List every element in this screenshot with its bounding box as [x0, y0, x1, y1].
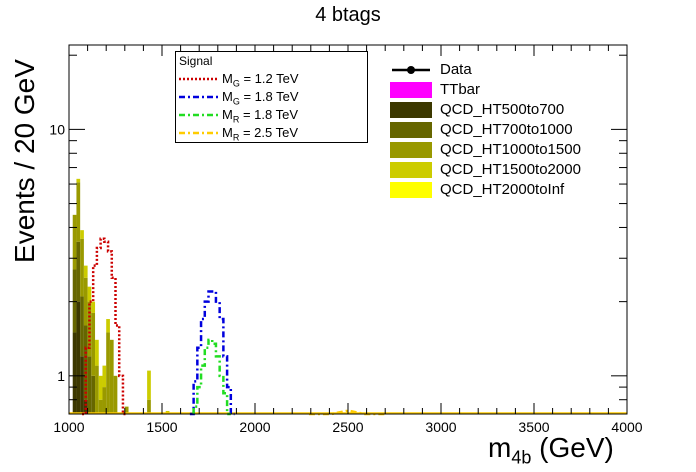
signal-legend-label: MR = 2.5 TeV	[222, 125, 299, 143]
signal-legend-entry-2: MR = 1.8 TeV	[176, 106, 367, 125]
signal-legend-title: Signal	[179, 54, 213, 68]
x-axis-label-unit: (GeV)	[531, 432, 614, 463]
background-legend-entry-0: Data	[390, 60, 590, 80]
x-tick-label-1: 1500	[146, 419, 177, 435]
x-tick-label-4: 3000	[425, 419, 456, 435]
stacked-bar-0-layer-0	[72, 332, 77, 414]
signal-curve-1	[189, 290, 235, 416]
x-tick-label-0: 1000	[53, 419, 84, 435]
stacked-bar-3-layer-0	[83, 399, 88, 414]
stacked-bar-3-layer-1	[83, 325, 88, 400]
background-legend-label: QCD_HT2000toInf	[440, 181, 565, 198]
stacked-bar-5-layer-3	[91, 301, 96, 313]
x-tick-label-2: 2000	[239, 419, 270, 435]
stacked-bar-7-layer-2	[98, 399, 103, 414]
signal-legend-label: MG = 1.2 TeV	[222, 71, 299, 89]
stacked-bar-9-layer-3	[106, 319, 110, 333]
background-legend-label: QCD_HT500to700	[440, 101, 565, 118]
signal-legend-swatch	[179, 113, 219, 117]
signal-legend-entry-0: MG = 1.2 TeV	[176, 70, 367, 89]
stacked-bar-4-layer-1	[87, 356, 92, 414]
stacked-bar-2-layer-1	[80, 296, 84, 357]
x-axis-label-sub: 4b	[511, 447, 532, 468]
signal-legend-swatch	[179, 131, 219, 135]
stacked-bar-8-layer-3	[102, 365, 107, 388]
stacked-bar-9-layer-2	[106, 332, 110, 414]
signal-legend-swatch	[179, 95, 219, 99]
stacked-bar-6-layer-3	[95, 339, 99, 366]
background-legend-entry-5: QCD_HT1500to2000	[390, 160, 590, 180]
stacked-bar-8-layer-2	[102, 387, 107, 414]
signal-legend-swatch	[179, 77, 219, 81]
stacked-bar-12-layer-2	[124, 406, 129, 414]
background-legend: Data TTbar QCD_HT500to700 QCD_HT700to1000 QC…	[390, 60, 590, 200]
stacked-bar-2-layer-0	[80, 356, 84, 414]
signal-curve-0	[82, 237, 127, 416]
stacked-bar-0-layer-2	[72, 214, 77, 270]
legend-fill-swatch	[390, 122, 432, 138]
y-tick-label-0: 1	[57, 368, 65, 384]
background-legend-label: QCD_HT1000to1500	[440, 141, 581, 158]
chart-title: 4 btags	[315, 4, 381, 26]
stacked-bar-3-layer-3	[83, 265, 88, 278]
background-legend-entry-1: TTbar	[390, 80, 590, 100]
stacked-bar-7-layer-3	[98, 375, 103, 400]
x-axis-label-main: m	[488, 432, 512, 463]
stacked-bar-13-layer-2	[147, 399, 151, 414]
stacked-bar-4-layer-3	[87, 286, 92, 302]
stacked-bar-6-layer-2	[95, 365, 99, 414]
legend-fill-swatch	[390, 82, 432, 98]
x-tick-label-5: 3500	[518, 419, 549, 435]
signal-legend: Signal MG = 1.2 TeV MG = 1.8 TeV MR = 1.8 …	[175, 51, 368, 143]
stacked-bar-1-layer-1	[76, 241, 81, 302]
legend-fill-swatch	[390, 182, 432, 198]
stacked-bar-2-layer-2	[80, 238, 84, 297]
x-tick-label-3: 2500	[332, 419, 363, 435]
background-legend-label: Data	[440, 61, 472, 78]
stacked-bar-2-layer-3	[80, 230, 84, 239]
stacked-bar-1-layer-3	[76, 178, 81, 183]
stacked-bar-10-layer-2	[109, 339, 114, 414]
x-axis-label: m4b (GeV)	[488, 432, 614, 469]
legend-fill-swatch	[390, 162, 432, 178]
signal-legend-label: MR = 1.8 TeV	[222, 107, 299, 125]
stacked-bar-5-layer-1	[91, 375, 96, 414]
signal-curve-2	[192, 338, 231, 416]
x-tick-label-6: 4000	[611, 419, 642, 435]
stacked-bar-1-layer-2	[76, 182, 81, 242]
background-legend-label: QCD_HT700to1000	[440, 121, 573, 138]
stacked-bar-11-layer-2	[113, 375, 118, 414]
stacked-bar-0-layer-1	[72, 269, 77, 333]
background-legend-entry-3: QCD_HT700to1000	[390, 120, 590, 140]
stacked-bar-3-layer-2	[83, 277, 88, 326]
background-legend-entry-6: QCD_HT2000toInf	[390, 180, 590, 200]
stacked-bar-5-layer-2	[91, 312, 96, 376]
background-legend-entry-2: QCD_HT500to700	[390, 100, 590, 120]
signal-legend-entry-3: MR = 2.5 TeV	[176, 124, 367, 143]
background-legend-label: TTbar	[440, 81, 481, 98]
signal-legend-entry-1: MG = 1.8 TeV	[176, 88, 367, 107]
signal-legend-label: MG = 1.8 TeV	[222, 89, 299, 107]
stacked-bar-13-layer-3	[147, 370, 151, 400]
legend-fill-swatch	[390, 102, 432, 118]
stacked-bar-1-layer-0	[76, 301, 81, 414]
legend-fill-swatch	[390, 142, 432, 158]
y-axis-label: Events / 20 GeV	[9, 59, 40, 263]
y-tick-label-1: 10	[49, 121, 65, 137]
data-marker-swatch	[392, 66, 430, 74]
background-legend-entry-4: QCD_HT1000to1500	[390, 140, 590, 160]
background-legend-label: QCD_HT1500to2000	[440, 161, 581, 178]
